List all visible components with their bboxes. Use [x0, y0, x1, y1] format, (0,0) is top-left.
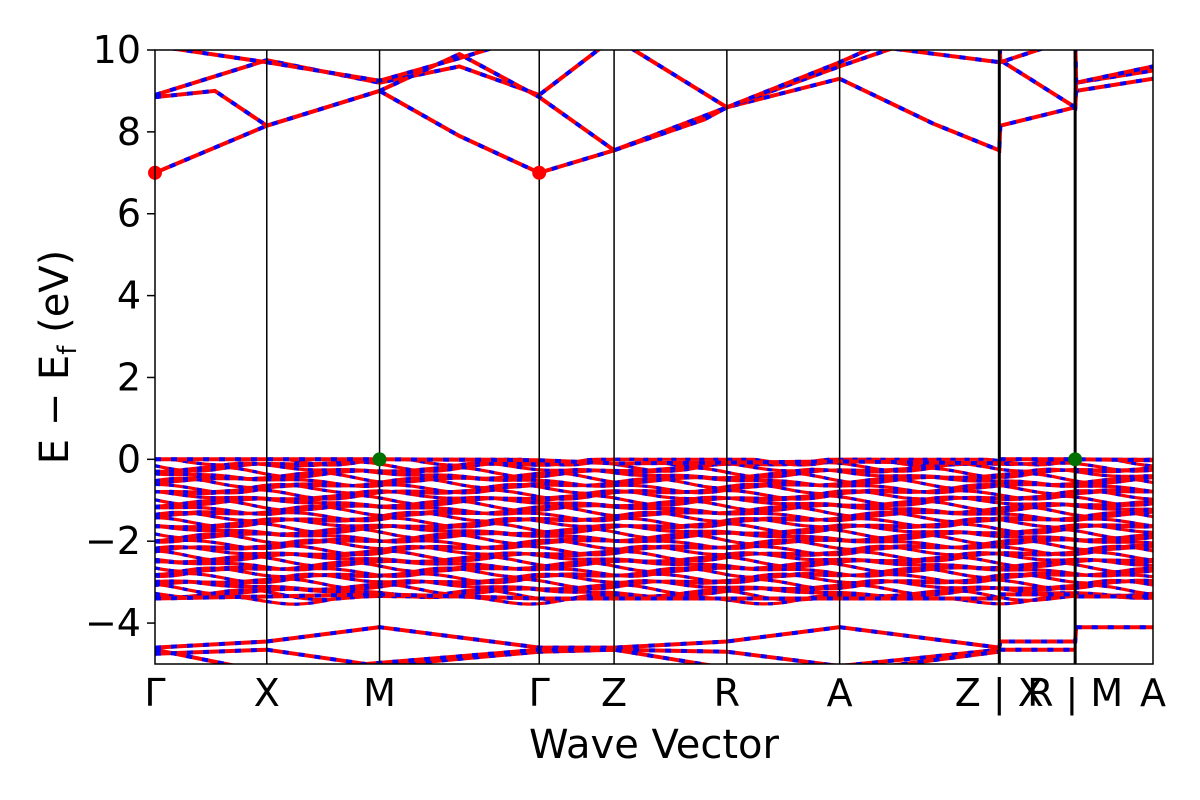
y-tick-label: −2 — [85, 519, 141, 563]
vbm-marker — [1068, 452, 1083, 467]
x-axis-label: Wave Vector — [529, 722, 780, 768]
y-tick-label: −4 — [85, 601, 141, 645]
y-axis-label-subscript: f — [53, 345, 83, 355]
band-line-cb2-spin-down — [155, 50, 1153, 111]
svg-text:E − Ef (eV): E − Ef (eV) — [32, 250, 83, 465]
y-axis-label-main: E − E — [32, 355, 78, 465]
y-tick-label: 4 — [117, 274, 141, 318]
band-line-vb-top-spin-down — [155, 457, 1153, 466]
y-tick-label: 6 — [117, 192, 141, 236]
x-tick-label: M — [363, 671, 396, 715]
y-tick-label: 0 — [117, 437, 141, 481]
valence-band-manifold — [155, 457, 1153, 606]
x-tick-label: Z — [601, 671, 627, 715]
x-tick-label: R | M — [1027, 671, 1123, 716]
y-axis-label-unit: (eV) — [32, 250, 78, 346]
valence-band-line — [155, 461, 1153, 475]
x-tick-label: R — [714, 671, 740, 715]
high-symmetry-lines — [266, 50, 1077, 664]
band-line-cb1-spin-down — [155, 76, 1153, 175]
x-axis-ticks: Γ X M Γ Z R A Z | XR | M A — [144, 671, 1166, 716]
plot-frame — [154, 49, 1154, 665]
x-tick-label: A — [1140, 671, 1166, 715]
y-tick-label: 2 — [117, 355, 141, 399]
y-tick-label: 8 — [117, 110, 141, 154]
band-line-vb-bottom-spin-down — [155, 592, 1153, 601]
valence-band-line — [155, 495, 1153, 510]
cbm-marker — [532, 165, 547, 180]
x-tick-label: X — [254, 671, 280, 715]
x-tick-label: Γ — [529, 671, 550, 715]
valence-band-line — [155, 471, 1153, 485]
y-tick-label: 10 — [93, 28, 141, 72]
vbm-marker — [372, 452, 387, 467]
x-tick-label: Z | X — [955, 671, 1044, 716]
valence-band-line — [155, 504, 1153, 519]
y-axis-ticks: −4 −2 0 2 4 6 8 10 — [85, 28, 155, 645]
x-tick-label: Γ — [144, 671, 165, 715]
x-tick-label: A — [827, 671, 853, 715]
y-axis-label: E − Ef (eV) — [32, 250, 83, 465]
